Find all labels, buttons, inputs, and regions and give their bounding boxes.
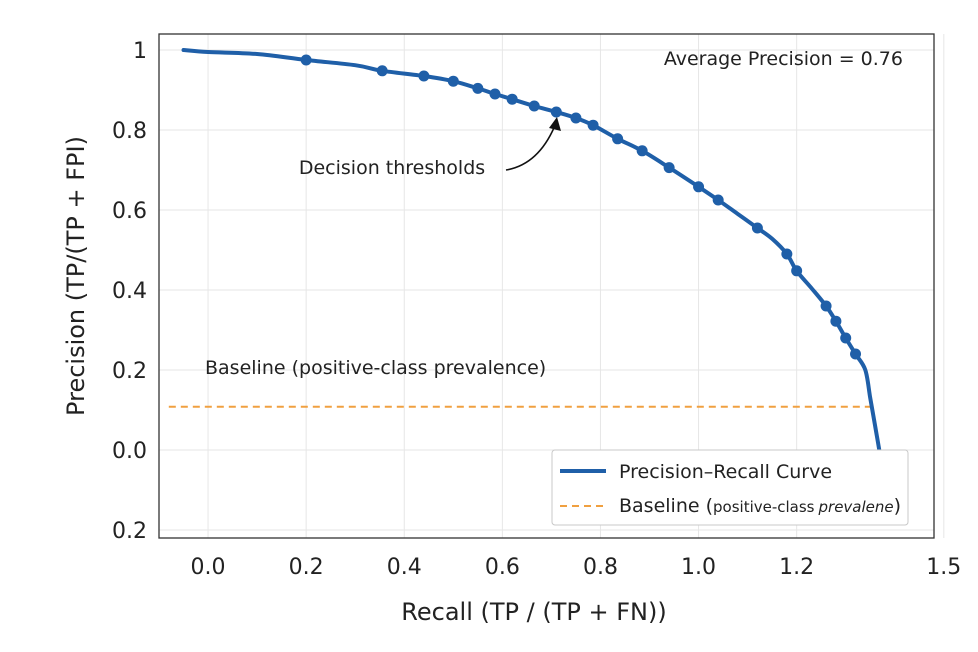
y-tick-label: 0.8 xyxy=(112,119,147,144)
threshold-marker xyxy=(840,332,852,344)
threshold-marker xyxy=(550,106,562,118)
threshold-marker xyxy=(506,93,518,105)
threshold-marker xyxy=(712,194,724,206)
baseline-annotation: Baseline (positive-class prevalence) xyxy=(205,357,546,379)
y-axis-title: Precision (TP/(TP + FPI) xyxy=(62,136,90,416)
y-tick-labels: 1 0.8 0.6 0.4 0.2 0.0 0.2 xyxy=(112,39,147,544)
x-axis-title: Recall (TP / (TP + FN)) xyxy=(401,598,666,626)
threshold-marker xyxy=(663,162,675,174)
threshold-marker xyxy=(472,82,484,94)
threshold-marker xyxy=(781,248,793,260)
legend-curve-label: Precision–Recall Curve xyxy=(619,461,832,483)
legend-baseline-label-main: Baseline ( xyxy=(619,495,713,517)
y-tick-label: 0.4 xyxy=(112,279,147,304)
threshold-marker xyxy=(751,222,763,234)
grid xyxy=(159,34,945,538)
marker-layer xyxy=(300,54,862,360)
plot-frame xyxy=(158,33,935,539)
threshold-marker xyxy=(300,54,312,66)
threshold-marker xyxy=(528,100,540,112)
x-tick-label: 0.2 xyxy=(289,555,324,580)
legend: Precision–Recall Curve Baseline (positiv… xyxy=(551,449,909,526)
decision-thresholds-arrowhead xyxy=(549,117,561,131)
decision-thresholds-annotation: Decision thresholds xyxy=(299,157,485,179)
x-tick-label: 0.0 xyxy=(191,555,226,580)
threshold-marker xyxy=(587,119,599,131)
threshold-marker xyxy=(447,75,459,87)
y-tick-label: 0.0 xyxy=(112,439,147,464)
legend-baseline-label-end: ) xyxy=(894,495,901,517)
y-tick-label: 0.2 xyxy=(112,359,147,384)
y-tick-label: 0.6 xyxy=(112,199,147,224)
threshold-marker xyxy=(820,300,832,312)
y-tick-label: 0.2 xyxy=(112,519,147,544)
threshold-marker xyxy=(693,181,705,193)
x-tick-label: 1.0 xyxy=(681,555,716,580)
x-tick-label: 1.5 xyxy=(926,555,961,580)
threshold-marker xyxy=(791,265,803,277)
legend-baseline-label: Baseline (positive-class prevalene) xyxy=(619,495,901,517)
threshold-marker xyxy=(850,348,862,360)
average-precision-annotation: Average Precision = 0.76 xyxy=(664,48,903,70)
legend-box xyxy=(551,449,909,526)
threshold-marker xyxy=(489,88,501,100)
threshold-marker xyxy=(612,133,624,145)
x-tick-label: 1.2 xyxy=(779,555,814,580)
threshold-marker xyxy=(376,65,388,77)
threshold-marker xyxy=(636,145,648,157)
threshold-marker xyxy=(570,112,582,124)
x-tick-label: 0.8 xyxy=(583,555,618,580)
decision-thresholds-arrow xyxy=(505,122,557,171)
legend-baseline-label-italic: prevalene xyxy=(818,498,894,516)
x-tick-label: 0.6 xyxy=(485,555,520,580)
threshold-marker xyxy=(418,70,430,82)
x-tick-label: 0.4 xyxy=(387,555,422,580)
legend-baseline-label-small: positive-class xyxy=(713,498,815,516)
threshold-marker xyxy=(830,315,842,327)
y-tick-label: 1 xyxy=(133,39,147,64)
x-tick-labels: 0.0 0.2 0.4 0.6 0.8 1.0 1.2 1.5 xyxy=(191,555,962,580)
